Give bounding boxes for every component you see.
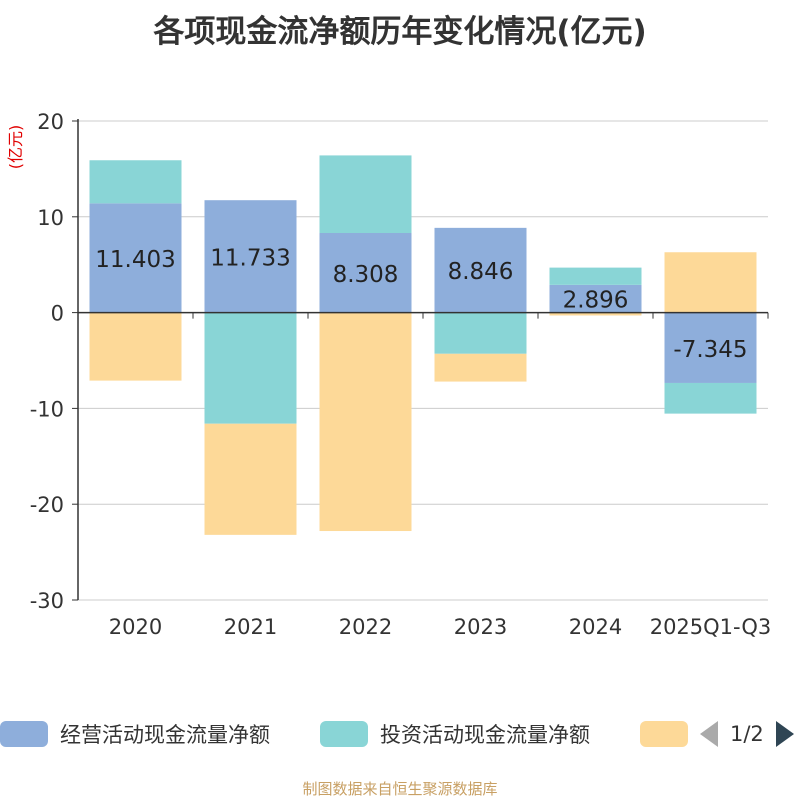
legend-item-operating[interactable]: 经营活动现金流量净额 (0, 720, 270, 748)
bar-operating (204, 200, 297, 313)
bar-operating (319, 233, 412, 313)
legend-swatch-operating (0, 721, 48, 747)
bar-financing (204, 423, 297, 535)
legend-swatch-financing (640, 721, 688, 747)
bar-financing (434, 353, 527, 382)
legend-item-financing[interactable] (640, 720, 688, 748)
legend-label-investing: 投资活动现金流量净额 (380, 723, 590, 747)
x-tick-label: 2022 (339, 615, 392, 639)
bar-operating (664, 312, 757, 383)
grid-layer (78, 120, 768, 601)
x-tick-label: 2024 (569, 615, 622, 639)
bar-investing (664, 382, 757, 414)
bar-investing (204, 312, 297, 424)
source-note: 制图数据来自恒生聚源数据库 (302, 780, 498, 798)
y-tick-label: -20 (30, 493, 64, 517)
bar-investing (319, 155, 412, 234)
legend-label-operating: 经营活动现金流量净额 (60, 723, 270, 747)
bar-financing (319, 312, 412, 532)
legend-item-investing[interactable]: 投资活动现金流量净额 (320, 720, 590, 748)
legend-pager: 1/2 (700, 720, 794, 748)
label-layer: 11.403 11.733 8.308 8.846 2.896 -7.345 (95, 245, 747, 362)
chart-title: 各项现金流净额历年变化情况(亿元) (153, 14, 647, 50)
data-label: -7.345 (673, 337, 747, 363)
pager-next-icon[interactable] (775, 721, 794, 747)
legend-swatch-investing (320, 721, 368, 747)
bar-investing (89, 160, 182, 204)
bar-financing (549, 312, 642, 316)
x-tick-label: 2021 (224, 615, 277, 639)
x-tick-label: 2020 (109, 615, 162, 639)
data-label: 8.846 (448, 259, 514, 285)
bar-investing (434, 312, 527, 354)
bar-operating (549, 284, 642, 313)
y-tick-label: -30 (30, 589, 64, 613)
bar-investing (549, 267, 642, 285)
axis-layer: 20 10 0 -10 -20 -30 (亿元) 2020 2021 2022 2023 2024 20… (6, 110, 771, 639)
y-axis-label: (亿元) (6, 125, 25, 170)
bar-financing (89, 312, 182, 381)
y-tick-label: 10 (37, 206, 64, 230)
bar-operating (89, 203, 182, 313)
y-tick-label: 0 (51, 302, 64, 326)
x-tick-label: 2023 (454, 615, 507, 639)
bar-financing (664, 252, 757, 313)
y-tick-label: -10 (30, 397, 64, 421)
legend: 经营活动现金流量净额 投资活动现金流量净额 1/2 (0, 712, 800, 756)
data-label: 8.308 (333, 262, 399, 288)
data-label: 11.733 (210, 245, 290, 271)
bar-operating (434, 227, 527, 313)
data-label: 11.403 (95, 247, 175, 273)
bar-layer (89, 155, 757, 535)
x-tick-label: 2025Q1-Q3 (650, 615, 772, 639)
pager-prev-icon[interactable] (700, 721, 718, 747)
y-tick-label: 20 (37, 110, 64, 134)
data-label: 2.896 (563, 288, 629, 314)
pager-text: 1/2 (730, 722, 764, 746)
